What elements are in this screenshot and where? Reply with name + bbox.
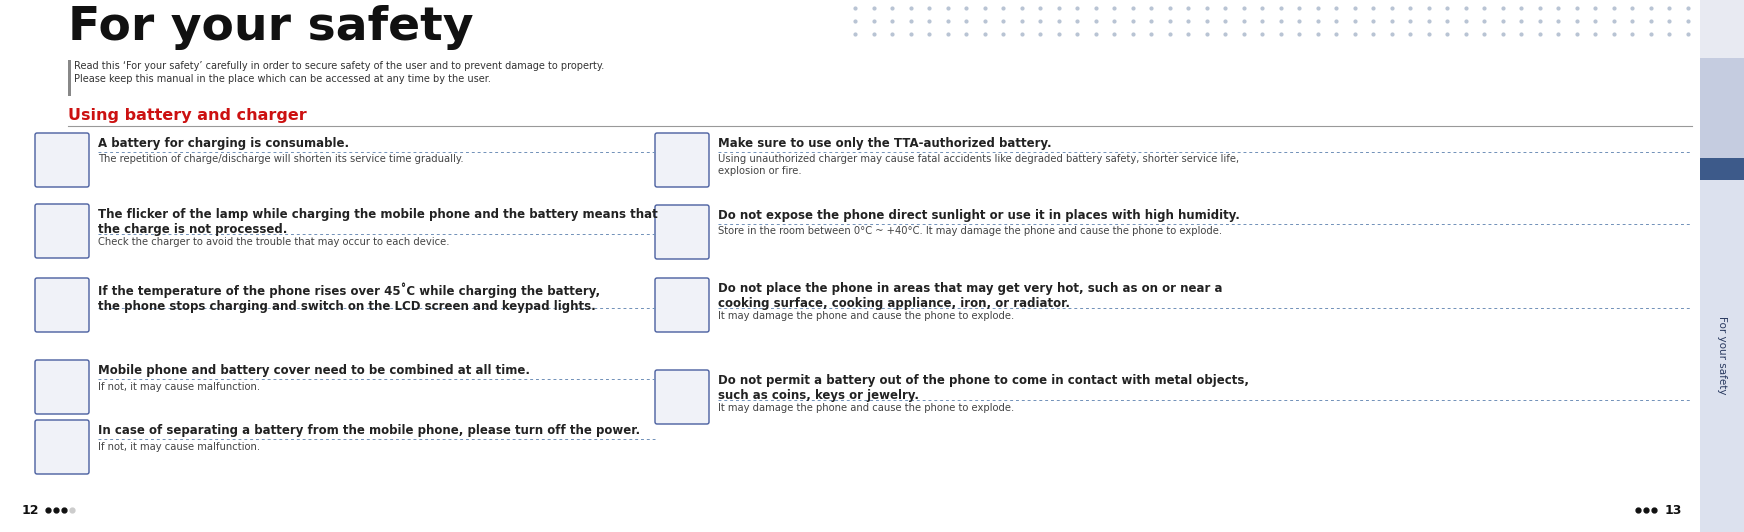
Text: The repetition of charge/discharge will shorten its service time gradually.: The repetition of charge/discharge will … (98, 154, 464, 164)
Text: For your safety: For your safety (1718, 316, 1727, 394)
Text: For your safety: For your safety (68, 5, 474, 50)
Text: If the temperature of the phone rises over 45˚C while charging the battery,
the : If the temperature of the phone rises ov… (98, 282, 600, 313)
FancyBboxPatch shape (35, 204, 89, 258)
Text: A battery for charging is consumable.: A battery for charging is consumable. (98, 137, 349, 150)
Text: Do not expose the phone direct sunlight or use it in places with high humidity.: Do not expose the phone direct sunlight … (719, 209, 1240, 222)
Text: Using unauthorized charger may cause fatal accidents like degraded battery safet: Using unauthorized charger may cause fat… (719, 154, 1240, 176)
FancyBboxPatch shape (35, 360, 89, 414)
Text: Make sure to use only the TTA-authorized battery.: Make sure to use only the TTA-authorized… (719, 137, 1052, 150)
Text: Check the charger to avoid the trouble that may occur to each device.: Check the charger to avoid the trouble t… (98, 237, 450, 247)
Text: Read this ‘For your safety’ carefully in order to secure safety of the user and : Read this ‘For your safety’ carefully in… (73, 61, 603, 71)
Bar (1700, 180, 1744, 532)
Text: In case of separating a battery from the mobile phone, please turn off the power: In case of separating a battery from the… (98, 424, 640, 437)
Bar (1700, 58, 1744, 158)
Text: 13: 13 (1666, 503, 1683, 517)
Text: Using battery and charger: Using battery and charger (68, 108, 307, 123)
Text: Mobile phone and battery cover need to be combined at all time.: Mobile phone and battery cover need to b… (98, 364, 530, 377)
Text: Please keep this manual in the place which can be accessed at any time by the us: Please keep this manual in the place whi… (73, 74, 490, 84)
FancyBboxPatch shape (656, 133, 710, 187)
Text: 12: 12 (23, 503, 40, 517)
Text: It may damage the phone and cause the phone to explode.: It may damage the phone and cause the ph… (719, 403, 1015, 413)
FancyBboxPatch shape (35, 133, 89, 187)
Text: It may damage the phone and cause the phone to explode.: It may damage the phone and cause the ph… (719, 311, 1015, 321)
Bar (1700, 0, 1744, 58)
FancyBboxPatch shape (35, 420, 89, 474)
Bar (68, 60, 70, 96)
FancyBboxPatch shape (656, 370, 710, 424)
Text: Do not place the phone in areas that may get very hot, such as on or near a
cook: Do not place the phone in areas that may… (719, 282, 1223, 310)
Text: The flicker of the lamp while charging the mobile phone and the battery means th: The flicker of the lamp while charging t… (98, 208, 657, 236)
FancyBboxPatch shape (656, 205, 710, 259)
Bar (1700, 158, 1744, 180)
Text: If not, it may cause malfunction.: If not, it may cause malfunction. (98, 381, 260, 392)
Text: Store in the room between 0°C ~ +40°C. It may damage the phone and cause the pho: Store in the room between 0°C ~ +40°C. I… (719, 227, 1223, 237)
FancyBboxPatch shape (656, 278, 710, 332)
FancyBboxPatch shape (35, 278, 89, 332)
Text: If not, it may cause malfunction.: If not, it may cause malfunction. (98, 442, 260, 452)
Text: Do not permit a battery out of the phone to come in contact with metal objects,
: Do not permit a battery out of the phone… (719, 374, 1249, 402)
